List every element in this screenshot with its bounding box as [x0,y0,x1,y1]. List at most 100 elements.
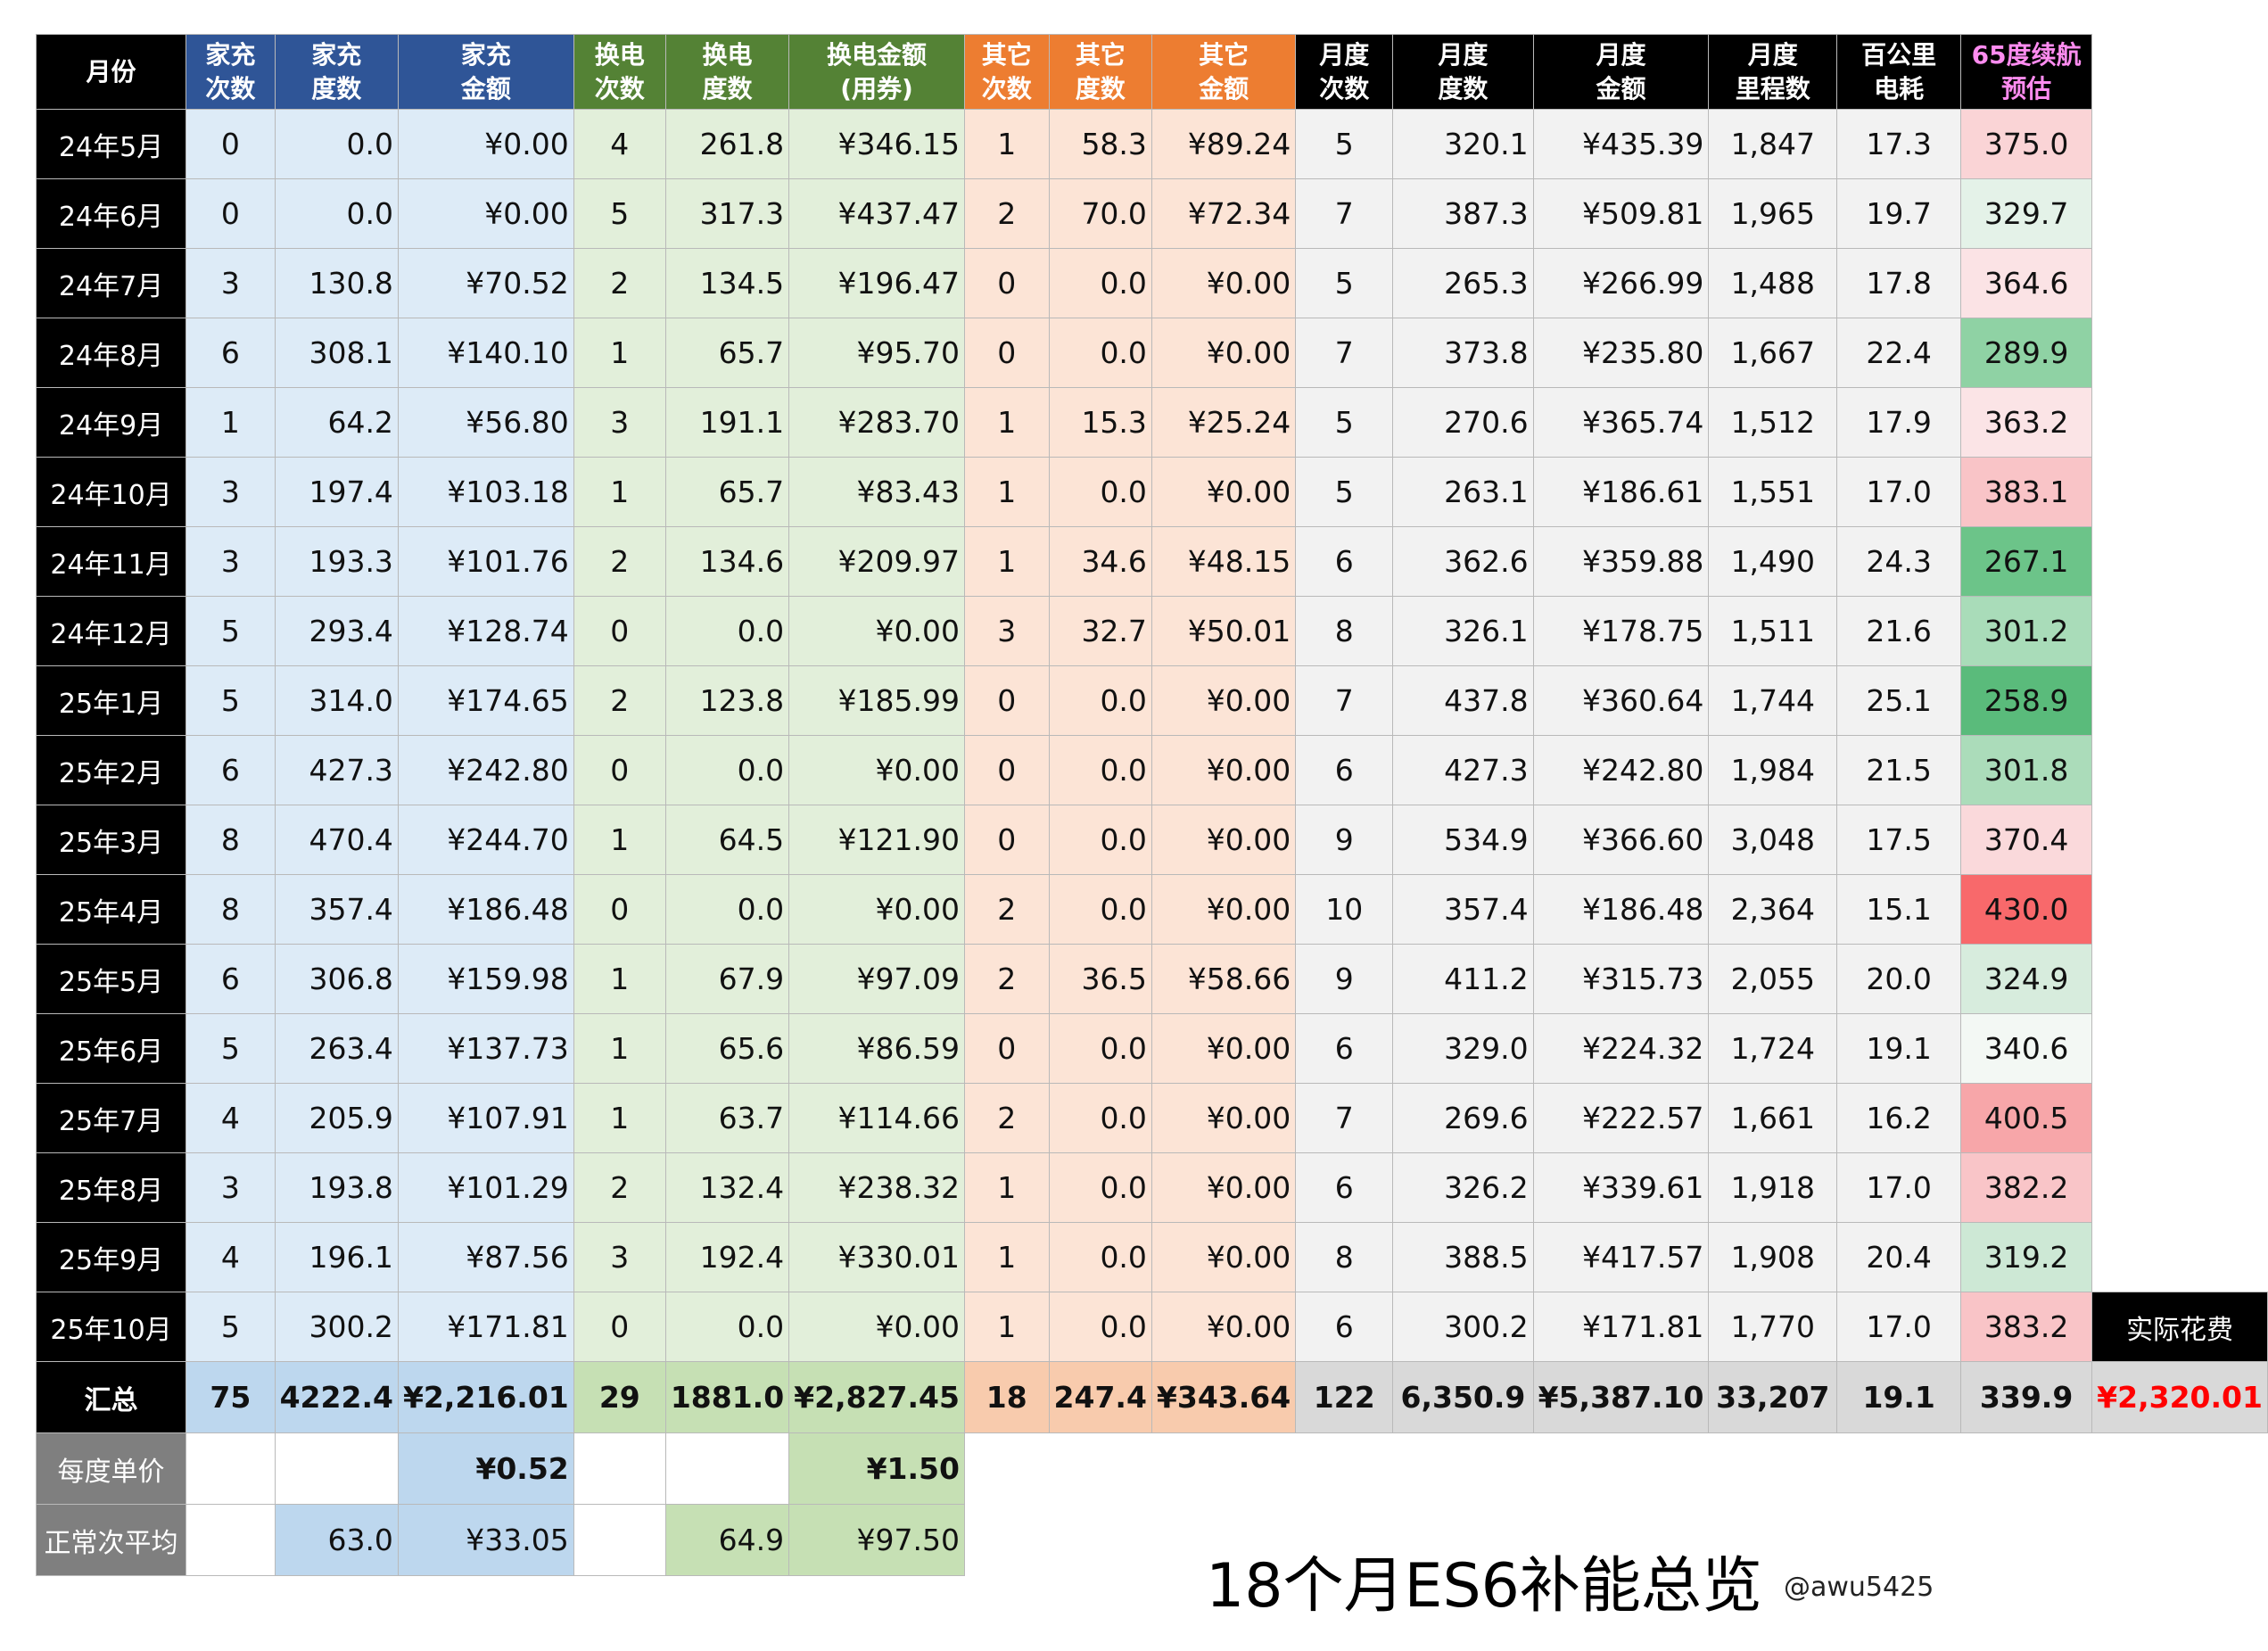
swap-kwh-cell: 65.7 [664,457,790,527]
home-count-cell: 3 [186,248,276,318]
other-kwh-cell: 0.0 [1048,1083,1152,1153]
monthly-kwh-cell: 357.4 [1392,874,1534,945]
home-amount-cell: ¥101.29 [397,1152,574,1223]
swap-amount-cell: ¥346.15 [788,109,965,179]
swap-amount-cell: ¥97.09 [788,944,965,1014]
other-count-cell: 0 [963,805,1050,875]
per100km-cell: 19.1 [1836,1013,1962,1084]
range-estimate-cell: 289.9 [1960,318,2093,388]
home-amount-cell: ¥107.91 [397,1083,574,1153]
monthly-kwh-cell: 373.8 [1392,318,1534,388]
other-amount-cell: ¥0.00 [1150,248,1297,318]
empty-cell [2092,458,2268,527]
home-count-cell: 0 [186,109,276,179]
other-amount-cell: ¥0.00 [1150,1152,1297,1223]
monthly-kwh-cell: 326.1 [1392,596,1534,666]
monthly-kwh-cell: 329.0 [1392,1013,1534,1084]
other-count-cell: 0 [963,318,1050,388]
swap-amount-cell: ¥283.70 [788,387,965,458]
range-estimate-cell: 364.6 [1960,248,2093,318]
swap-amount-cell: ¥185.99 [788,665,965,736]
energy-summary-table: 月份 家充 次数 家充 度数 家充 金额 换电 次数 换电 度数 换电金额 (用券) 其它次… [35,34,2268,1576]
total-home-count: 75 [186,1361,276,1433]
monthly-count-cell: 5 [1295,457,1394,527]
page-title: 18个月ES6补能总览 [1206,1551,1762,1622]
month-cell: 24年7月 [35,248,187,318]
total-monthly-kwh: 6,350.9 [1392,1361,1534,1433]
range-estimate-cell: 382.2 [1960,1152,2093,1223]
empty-cell [1837,1433,1961,1505]
monthly-count-cell: 10 [1295,874,1394,945]
empty-cell [2092,1223,2268,1292]
swap-count-cell: 2 [573,248,666,318]
home-count-cell: 6 [186,944,276,1014]
monthly-amount-cell: ¥315.73 [1532,944,1710,1014]
home-amount-cell: ¥87.56 [397,1222,574,1292]
monthly-kwh-cell: 269.6 [1392,1083,1534,1153]
monthly-count-cell: 7 [1295,665,1394,736]
home-count-cell: 8 [186,874,276,945]
header-per100km: 百公里 电耗 [1836,34,1962,110]
swap-amount-cell: ¥209.97 [788,526,965,597]
other-kwh-cell: 0.0 [1048,874,1152,945]
monthly-km-cell: 1,984 [1708,735,1838,805]
empty-cell [2092,945,2268,1014]
swap-count-cell: 5 [573,178,666,249]
swap-kwh-cell: 67.9 [664,944,790,1014]
monthly-kwh-cell: 388.5 [1392,1222,1534,1292]
home-count-cell: 0 [186,178,276,249]
monthly-amount-cell: ¥339.61 [1532,1152,1710,1223]
other-kwh-cell: 0.0 [1048,1222,1152,1292]
range-estimate-cell: 383.2 [1960,1292,2093,1362]
other-count-cell: 1 [963,387,1050,458]
home-amount-cell: ¥0.00 [397,178,574,249]
monthly-count-cell: 5 [1295,109,1394,179]
other-amount-cell: ¥0.00 [1150,1222,1297,1292]
home-amount-cell: ¥70.52 [397,248,574,318]
monthly-km-cell: 1,724 [1708,1013,1838,1084]
swap-amount-cell: ¥95.70 [788,318,965,388]
swap-amount-cell: ¥196.47 [788,248,965,318]
home-amount-cell: ¥171.81 [397,1292,574,1362]
range-estimate-cell: 370.4 [1960,805,2093,875]
other-count-cell: 1 [963,457,1050,527]
per100km-cell: 17.0 [1836,457,1962,527]
range-estimate-cell: 258.9 [1960,665,2093,736]
per100km-cell: 17.9 [1836,387,1962,458]
home-avg-kwh: 63.0 [274,1504,399,1576]
month-cell: 24年9月 [35,387,187,458]
per100km-cell: 17.0 [1836,1152,1962,1223]
swap-amount-cell: ¥437.47 [788,178,965,249]
other-count-cell: 0 [963,665,1050,736]
monthly-km-cell: 3,048 [1708,805,1838,875]
monthly-count-cell: 7 [1295,318,1394,388]
other-kwh-cell: 0.0 [1048,665,1152,736]
swap-kwh-cell: 65.7 [664,318,790,388]
home-count-cell: 5 [186,1013,276,1084]
range-estimate-cell: 329.7 [1960,178,2093,249]
total-swap-amount: ¥2,827.45 [788,1361,965,1433]
monthly-count-cell: 6 [1295,1152,1394,1223]
swap-count-cell: 3 [573,1222,666,1292]
other-amount-cell: ¥0.00 [1150,665,1297,736]
swap-kwh-cell: 192.4 [664,1222,790,1292]
table-row: 25年3月 8 470.4 ¥244.70 1 64.5 ¥121.90 0 0.0 ¥0.00 9… [35,805,2268,875]
home-kwh-cell: 197.4 [274,457,399,527]
empty-cell [2092,179,2268,249]
other-count-cell: 2 [963,178,1050,249]
other-amount-cell: ¥0.00 [1150,1292,1297,1362]
range-estimate-cell: 319.2 [1960,1222,2093,1292]
swap-kwh-cell: 64.5 [664,805,790,875]
empty-cell [2092,388,2268,458]
per100km-cell: 17.8 [1836,248,1962,318]
monthly-amount-cell: ¥186.61 [1532,457,1710,527]
swap-avg-amount: ¥97.50 [788,1504,965,1576]
other-count-cell: 1 [963,109,1050,179]
swap-count-cell: 2 [573,1152,666,1223]
swap-kwh-cell: 123.8 [664,665,790,736]
monthly-km-cell: 1,511 [1708,596,1838,666]
home-kwh-cell: 205.9 [274,1083,399,1153]
home-kwh-cell: 308.1 [274,318,399,388]
table-row: 24年8月 6 308.1 ¥140.10 1 65.7 ¥95.70 0 0.0 ¥0.00 7 3… [35,318,2268,388]
other-kwh-cell: 36.5 [1048,944,1152,1014]
